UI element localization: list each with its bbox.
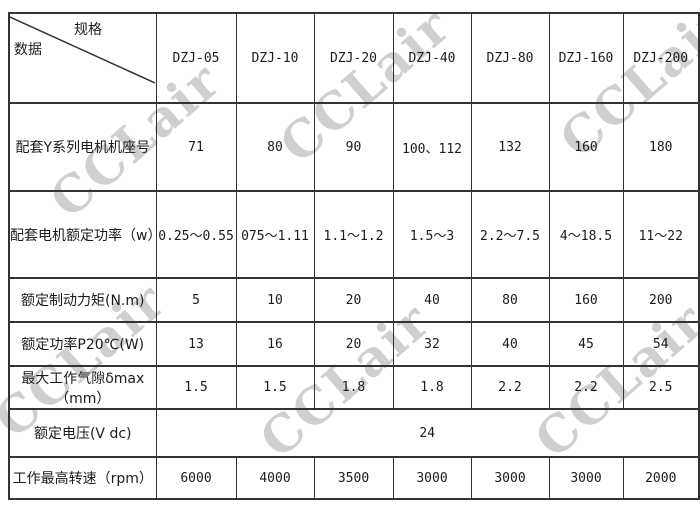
value-cell: 40: [392, 277, 472, 323]
column-header-dzj200: DZJ-200: [622, 12, 700, 104]
value-cell: 5: [155, 277, 237, 323]
row-label-motor-frame: 配套Y系列电机机座号: [8, 102, 157, 192]
table-row: 额定功率P20℃(W) 13 16 20 32 40 45 54: [8, 321, 700, 367]
value-cell: 4000: [235, 456, 315, 500]
column-header-dzj05: DZJ-05: [155, 12, 237, 104]
table-row: 额定电压(V dc) 24: [8, 408, 700, 458]
value-cell: 20: [313, 277, 394, 323]
value-cell: 80: [470, 277, 550, 323]
row-label-braking-torque: 额定制动力矩(N.m): [8, 277, 157, 323]
value-cell: 54: [622, 321, 700, 367]
value-cell: 13: [155, 321, 237, 367]
value-cell: 32: [392, 321, 472, 367]
value-cell: 1.5: [155, 365, 237, 410]
value-cell: 180: [622, 102, 700, 192]
value-cell: 2.2: [470, 365, 550, 410]
value-cell: 4～18.5: [548, 190, 624, 279]
value-cell: 71: [155, 102, 237, 192]
value-cell: 1.8: [313, 365, 394, 410]
value-cell: 1.5: [235, 365, 315, 410]
value-cell: 0.25～0.55: [155, 190, 237, 279]
column-header-dzj20: DZJ-20: [313, 12, 394, 104]
row-label-max-speed: 工作最高转速（rpm）: [8, 456, 157, 500]
value-cell: 200: [622, 277, 700, 323]
value-cell: 2.2～7.5: [470, 190, 550, 279]
value-cell: 100、112: [392, 102, 472, 192]
value-cell: 132: [470, 102, 550, 192]
value-cell: 1.8: [392, 365, 472, 410]
table-row: 配套电机额定功率（w） 0.25～0.55 075～1.11 1.1～1.2 1…: [8, 190, 700, 279]
value-cell: 160: [548, 102, 624, 192]
value-cell: 16: [235, 321, 315, 367]
value-cell: 1.5～3: [392, 190, 472, 279]
value-cell: 2000: [622, 456, 700, 500]
value-cell: 3000: [470, 456, 550, 500]
column-header-dzj40: DZJ-40: [392, 12, 472, 104]
header-row: 规格 数据 DZJ-05 DZJ-10 DZJ-20 DZJ-40 DZJ-80…: [8, 12, 700, 104]
value-cell: 2.2: [548, 365, 624, 410]
value-cell: 1.1～1.2: [313, 190, 394, 279]
value-cell: 3000: [392, 456, 472, 500]
row-label-motor-power: 配套电机额定功率（w）: [8, 190, 161, 279]
value-cell: 6000: [155, 456, 237, 500]
table-row: 最大工作气隙δmax（mm） 1.5 1.5 1.8 1.8 2.2 2.2 2…: [8, 365, 700, 410]
value-cell: 075～1.11: [235, 190, 315, 279]
merged-value-cell: 24: [155, 408, 700, 458]
column-header-dzj10: DZJ-10: [235, 12, 315, 104]
row-label-max-air-gap: 最大工作气隙δmax（mm）: [8, 365, 157, 410]
value-cell: 3500: [313, 456, 394, 500]
spec-table: 规格 数据 DZJ-05 DZJ-10 DZJ-20 DZJ-40 DZJ-80…: [8, 12, 700, 500]
value-cell: 3000: [548, 456, 624, 500]
row-label-rated-power: 额定功率P20℃(W): [8, 321, 157, 367]
corner-label-spec: 规格: [74, 22, 102, 38]
value-cell: 80: [235, 102, 315, 192]
row-label-rated-voltage: 额定电压(V dc): [8, 408, 157, 458]
value-cell: 11～22: [622, 190, 700, 279]
table-row: 工作最高转速（rpm） 6000 4000 3500 3000 3000 300…: [8, 456, 700, 500]
table-row: 配套Y系列电机机座号 71 80 90 100、112 132 160 180: [8, 102, 700, 192]
value-cell: 90: [313, 102, 394, 192]
value-cell: 160: [548, 277, 624, 323]
value-cell: 45: [548, 321, 624, 367]
corner-label-data: 数据: [14, 42, 42, 58]
corner-cell: 规格 数据: [8, 12, 157, 104]
value-cell: 2.5: [622, 365, 700, 410]
table-row: 额定制动力矩(N.m) 5 10 20 40 80 160 200: [8, 277, 700, 323]
value-cell: 20: [313, 321, 394, 367]
column-header-dzj160: DZJ-160: [548, 12, 624, 104]
column-header-dzj80: DZJ-80: [470, 12, 550, 104]
value-cell: 10: [235, 277, 315, 323]
value-cell: 40: [470, 321, 550, 367]
